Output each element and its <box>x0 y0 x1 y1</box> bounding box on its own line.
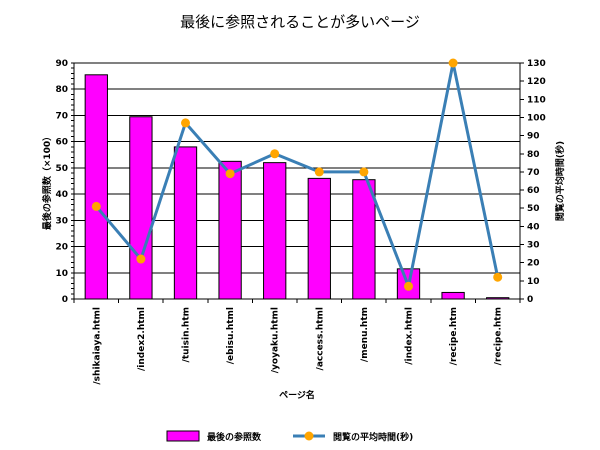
bar <box>129 116 153 300</box>
legend-bar-label: 最後の参照数 <box>207 431 262 443</box>
category-label: /yoyaku.html <box>271 307 281 373</box>
left-tick-label: 80 <box>55 85 68 95</box>
line-point <box>91 201 101 211</box>
line-point <box>225 169 235 179</box>
right-tick-label: 50 <box>527 204 540 214</box>
line-point <box>270 149 280 159</box>
right-axis-ticks: 0 10 20 30 40 50 60 70 80 90 100 110 120 130 <box>527 59 546 305</box>
category-label: /index.html <box>405 307 415 365</box>
category-label: /recipe.htm <box>494 307 504 365</box>
left-tick-label: 0 <box>62 295 68 305</box>
bar <box>263 162 287 300</box>
line-point <box>404 281 413 291</box>
right-tick-label: 70 <box>527 168 540 178</box>
right-tick-label: 40 <box>527 222 540 232</box>
category-labels: /shikaiaya.html/index2.html/tuisin.htm/e… <box>92 307 503 385</box>
line-point <box>448 58 458 68</box>
left-tick-label: 90 <box>55 59 68 69</box>
left-tick-label: 60 <box>55 138 68 148</box>
left-tick-label: 50 <box>55 164 68 174</box>
bar <box>173 146 198 300</box>
line-point <box>181 118 190 128</box>
y-axis-right-title: 閲覧の平均時間(秒) <box>554 141 566 221</box>
bar <box>441 291 465 300</box>
category-label: /access.html <box>315 307 325 370</box>
right-tick-label: 130 <box>527 59 546 69</box>
category-label: /menu.htm <box>360 307 370 362</box>
right-tick-label: 120 <box>527 77 546 87</box>
left-tick-label: 30 <box>55 216 68 226</box>
right-tick-label: 100 <box>527 113 546 123</box>
right-tick-label: 30 <box>527 241 540 251</box>
axes <box>71 62 524 303</box>
left-tick-label: 10 <box>55 269 68 279</box>
line-point <box>136 254 146 264</box>
line-point <box>314 167 324 177</box>
x-axis-title: ページ名 <box>279 389 315 401</box>
bar <box>352 179 376 300</box>
chart-title: 最後に参照されることが多いページ <box>180 13 420 31</box>
legend-line-label: 閲覧の平均時間(秒) <box>333 431 413 443</box>
right-tick-label: 60 <box>527 186 540 196</box>
category-label: /ebisu.html <box>226 307 236 364</box>
right-tick-label: 110 <box>527 95 546 105</box>
right-tick-label: 90 <box>527 132 540 142</box>
bar <box>218 160 242 300</box>
legend: 最後の参照数 閲覧の平均時間(秒) <box>166 430 413 443</box>
category-label: /recipe.htm <box>449 307 459 365</box>
right-tick-label: 0 <box>527 295 533 305</box>
line-point <box>493 272 503 282</box>
line-point <box>359 167 369 177</box>
left-axis-ticks: 0 10 20 30 40 50 60 70 80 90 <box>55 59 68 305</box>
y-axis-left-title: 最後の参照数（×100） <box>41 132 53 230</box>
left-tick-label: 70 <box>55 111 68 121</box>
legend-bar-swatch <box>166 430 200 442</box>
category-label: /index2.html <box>137 307 147 371</box>
left-tick-label: 20 <box>55 243 68 253</box>
category-label: /shikaiaya.html <box>92 307 102 385</box>
right-tick-label: 20 <box>527 259 540 269</box>
bar <box>307 177 331 300</box>
line-series <box>91 58 503 292</box>
right-tick-label: 10 <box>527 277 540 287</box>
category-label: /tuisin.htm <box>182 307 192 362</box>
bar-series <box>84 74 510 300</box>
series-line <box>95 62 500 292</box>
bar <box>84 74 108 300</box>
left-tick-label: 40 <box>55 190 68 200</box>
legend-line-marker <box>304 431 314 441</box>
right-tick-label: 80 <box>527 150 540 160</box>
